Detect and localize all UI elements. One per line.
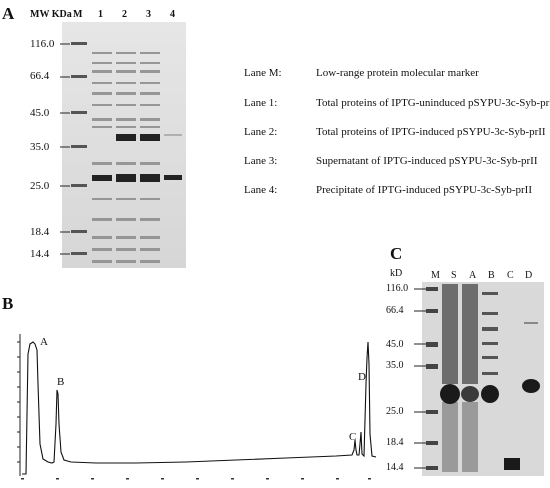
legend-text-lane-3: Supernatant of IPTG-induced pSYPU-3c-Syb… — [316, 155, 538, 167]
chromatogram-trace — [22, 341, 377, 475]
panel-b-letter: B — [2, 294, 14, 313]
legend-text-lane-m: Low-range protein molecular marker — [316, 67, 479, 79]
panel-c-letter: C — [390, 244, 403, 263]
legend-key-lane-1: Lane 1: — [244, 97, 278, 109]
panel-c-marker-25: 25.0 — [386, 406, 404, 417]
legend-row-lane-1: Lane 1: Total proteins of IPTG-uninduced … — [244, 97, 550, 109]
chromatogram-x-ticks — [21, 478, 371, 480]
panel-a-marker-35: 35.0 — [30, 141, 50, 153]
panel-c-lane-m: M — [431, 270, 440, 281]
panel-c-gel-image — [414, 282, 544, 476]
panel-a-lane-4: 4 — [170, 9, 175, 20]
panel-a-marker-116: 116.0 — [30, 38, 55, 50]
panel-c-marker-45: 45.0 — [386, 339, 404, 350]
peak-label-b: B — [57, 376, 65, 388]
panel-a-lane-3: 3 — [146, 9, 151, 20]
chromatogram-y-ticks — [17, 341, 20, 463]
panel-c-marker-18: 18.4 — [386, 437, 404, 448]
panel-c-lane-a: A — [469, 270, 477, 281]
legend-text-lane-1: Total proteins of IPTG-uninduced pSYPU-3… — [316, 97, 550, 109]
panel-c-lane-b: B — [488, 270, 495, 281]
panel-a-lane-1: 1 — [98, 9, 103, 20]
panel-c-marker-66: 66.4 — [386, 305, 404, 316]
panel-c-marker-35: 35.0 — [386, 360, 404, 371]
legend-row-lane-4: Lane 4: Precipitate of IPTG-induced pSYPU… — [244, 184, 532, 196]
panel-c-marker-116: 116.0 — [386, 283, 409, 294]
panel-a-lane-2: 2 — [122, 9, 127, 20]
panel-a-mw-label: MW KDa — [30, 9, 72, 20]
legend-key-lane-m: Lane M: — [244, 67, 282, 79]
legend-row-lane-m: Lane M: Low-range protein molecular marke… — [244, 67, 479, 79]
panel-a-marker-66: 66.4 — [30, 70, 50, 82]
panel-c-lane-d: D — [525, 270, 533, 281]
peak-label-c: C — [349, 431, 357, 443]
panel-c-marker-14: 14.4 — [386, 462, 404, 473]
panel-a-marker-18: 18.4 — [30, 226, 50, 238]
panel-a-marker-25: 25.0 — [30, 180, 50, 192]
panel-c-lane-s: S — [451, 270, 457, 281]
panel-b-chromatogram — [17, 334, 377, 480]
panel-a-marker-14: 14.4 — [30, 248, 50, 260]
panel-c-unit: kD — [390, 268, 403, 279]
panel-a-marker-45: 45.0 — [30, 107, 50, 119]
legend-key-lane-4: Lane 4: — [244, 184, 278, 196]
peak-label-d: D — [358, 371, 366, 383]
legend-text-lane-4: Precipitate of IPTG-induced pSYPU-3c-Syb… — [316, 184, 532, 196]
legend-key-lane-3: Lane 3: — [244, 155, 278, 167]
legend-row-lane-3: Lane 3: Supernatant of IPTG-induced pSYPU… — [244, 155, 537, 167]
panel-c-lane-c: C — [507, 270, 514, 281]
legend-row-lane-2: Lane 2: Total proteins of IPTG-induced pS… — [244, 126, 546, 138]
panel-a-lane-m: M — [73, 9, 83, 20]
peak-label-a: A — [40, 336, 48, 348]
panel-a-gel-image — [60, 22, 186, 268]
legend-text-lane-2: Total proteins of IPTG-induced pSYPU-3c-… — [316, 126, 546, 138]
legend-key-lane-2: Lane 2: — [244, 126, 278, 138]
panel-a-letter: A — [2, 4, 15, 23]
